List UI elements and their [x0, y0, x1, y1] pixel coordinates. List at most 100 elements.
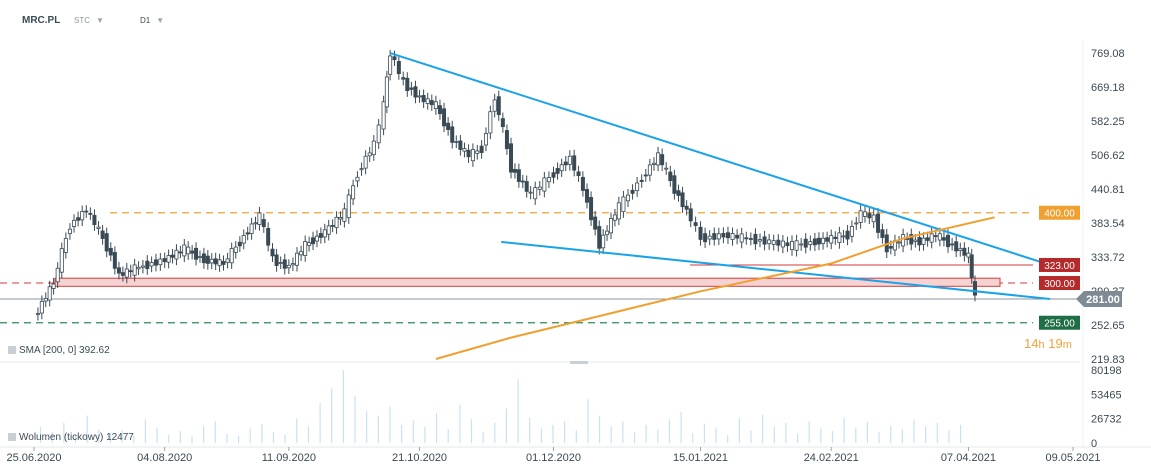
volume-bar: [296, 418, 298, 443]
y-tick-label: 333.72: [1091, 252, 1125, 264]
volume-value: 12477: [106, 432, 134, 443]
volume-bar: [657, 429, 659, 443]
volume-bar: [540, 428, 542, 443]
candle-body: [969, 254, 974, 278]
candle-body: [546, 177, 551, 183]
chevron-down-icon: ▼: [156, 16, 165, 25]
candle-body: [76, 217, 81, 221]
candle-body: [92, 214, 97, 226]
candle-body: [96, 226, 101, 230]
volume-bar: [680, 412, 682, 443]
candle-body: [584, 189, 589, 203]
candle-body: [290, 263, 295, 266]
candle-countdown: 14h 19m: [1024, 336, 1072, 351]
y-tick-label: 252.65: [1091, 320, 1125, 332]
candle-body: [612, 214, 617, 221]
candle-body: [799, 243, 804, 246]
support-zone: [54, 277, 1001, 287]
candle-body: [567, 155, 572, 165]
candle-body: [643, 174, 648, 177]
candle-body: [500, 118, 505, 128]
volume-tick-label: 0: [1091, 438, 1097, 450]
candle-body: [771, 240, 776, 245]
chevron-down-icon: ▼: [96, 16, 104, 25]
candle-body: [295, 252, 300, 266]
candle-body: [917, 236, 922, 246]
candle-body: [479, 145, 484, 153]
volume-bar: [901, 429, 903, 443]
candle-body: [346, 194, 351, 219]
candle-body: [112, 252, 117, 269]
candle-body: [871, 214, 876, 223]
volume-indicator-label[interactable]: Wolumen (tickowy) 12477: [8, 432, 134, 443]
volume-bar: [307, 426, 310, 443]
candle-body: [257, 212, 262, 225]
volume-bar: [843, 417, 845, 443]
candle-body: [253, 222, 258, 225]
candle-body: [858, 210, 863, 223]
candle-body: [609, 218, 614, 234]
candle-body: [213, 258, 218, 265]
candle-body: [442, 108, 447, 127]
candle-body: [483, 133, 488, 146]
candle-body: [921, 237, 926, 245]
sma-indicator-label[interactable]: SMA [200, 0] 392.62: [8, 345, 110, 356]
volume-bar: [820, 428, 822, 443]
candle-body: [664, 167, 669, 170]
candle-body: [524, 181, 529, 192]
volume-bar: [692, 432, 694, 443]
volume-bar: [319, 402, 321, 443]
candle-body: [753, 233, 758, 245]
candle-body: [433, 101, 438, 110]
candle-body: [660, 154, 665, 166]
candle-body: [794, 240, 799, 251]
candle-body: [625, 194, 630, 202]
support-323-tag: [1039, 257, 1080, 272]
candle-body: [542, 177, 547, 192]
candle-body: [721, 232, 726, 238]
candle-body: [334, 216, 339, 229]
candle-body: [966, 252, 971, 258]
volume-bar: [51, 432, 53, 443]
candle-body: [735, 234, 740, 239]
volume-bar: [598, 415, 601, 443]
candle-body: [355, 176, 360, 182]
candle-body: [972, 281, 977, 296]
volume-bar: [133, 435, 135, 443]
candle-body: [933, 235, 938, 237]
volume-bar: [575, 430, 577, 443]
candle-body: [845, 230, 850, 240]
candle-body: [555, 168, 560, 174]
candle-body: [462, 148, 467, 152]
candle-body: [466, 149, 471, 158]
candle-body: [739, 233, 744, 243]
price-type-label: STC: [74, 16, 90, 25]
interval-dropdown[interactable]: D1 ▼: [140, 16, 164, 25]
volume-bar: [762, 414, 764, 443]
price-type-dropdown[interactable]: STC ▼: [74, 16, 104, 25]
current-price-label: 281.00: [1086, 294, 1120, 306]
volume-bar: [401, 424, 403, 443]
candle-body: [647, 164, 652, 176]
candle-body: [338, 217, 343, 220]
volume-bar: [121, 430, 123, 443]
symbol-label[interactable]: MRC.PL: [22, 15, 61, 26]
candle-body: [205, 255, 210, 264]
pane-resize-handle[interactable]: [570, 361, 588, 364]
volume-bar: [342, 370, 344, 443]
countdown-hours: 14: [1024, 336, 1039, 351]
candle-body: [597, 226, 602, 249]
candle-body: [509, 143, 514, 173]
candle-body: [841, 235, 846, 238]
candle-body: [120, 272, 125, 276]
candle-body: [767, 239, 772, 245]
candle-body: [712, 233, 717, 240]
candle-body: [528, 191, 533, 194]
upper-trendline: [389, 52, 1051, 266]
candle-body: [351, 185, 356, 200]
volume-bar: [261, 423, 263, 443]
candle-body: [245, 232, 250, 235]
candle-body: [396, 61, 401, 75]
candle-body: [330, 225, 335, 227]
